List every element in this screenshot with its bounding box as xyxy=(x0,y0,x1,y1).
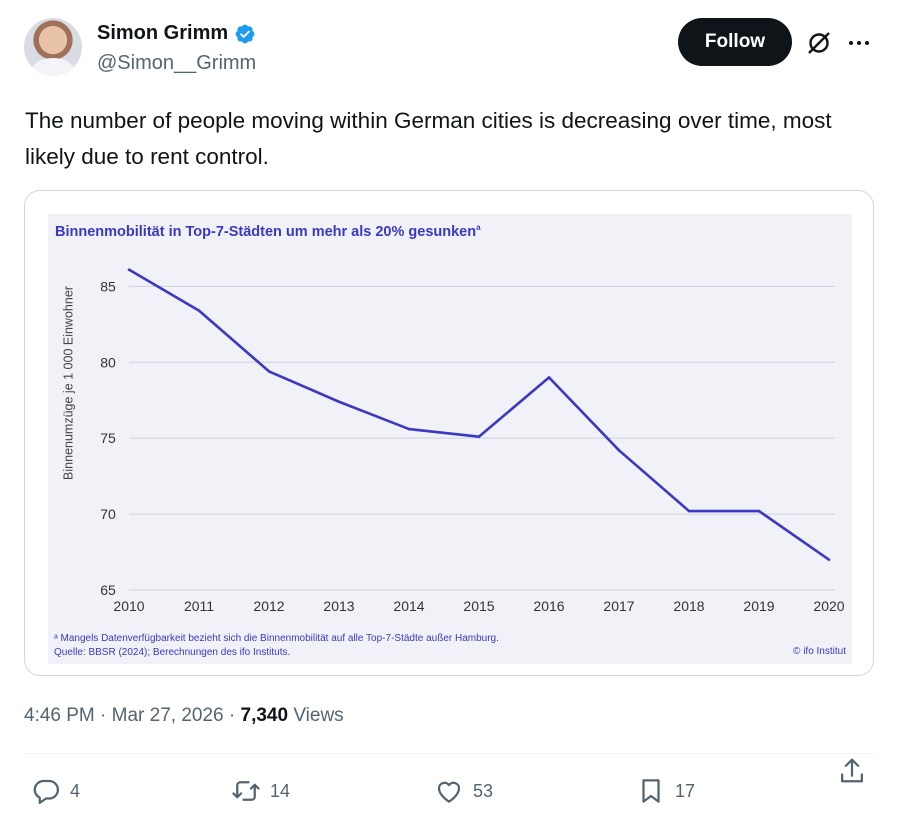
bookmark-icon xyxy=(642,779,660,803)
repost-icon xyxy=(232,781,260,801)
author-handle[interactable]: @Simon__Grimm xyxy=(97,52,257,74)
like-count: 53 xyxy=(473,780,494,801)
chart-footnote-line1: ᵃ Mangels Datenverfügbarkeit bezieht sic… xyxy=(54,633,499,644)
x-tick-label: 2017 xyxy=(603,598,634,614)
meta-separator: · xyxy=(94,705,112,726)
y-tick-label: 65 xyxy=(100,582,116,598)
tweet-date[interactable]: Mar 27, 2026 xyxy=(111,705,224,726)
data-point xyxy=(127,268,131,271)
x-tick-label: 2010 xyxy=(113,598,144,614)
tweet-media[interactable]: Binnenmobilität in Top-7-Städten um mehr… xyxy=(24,190,874,676)
more-options-icon[interactable] xyxy=(846,30,872,56)
data-point xyxy=(827,558,831,561)
series-line xyxy=(128,268,830,561)
author-row: Simon Grimm xyxy=(97,22,256,45)
chart-credit: © ifo Institut xyxy=(793,646,846,657)
y-tick-label: 75 xyxy=(100,430,116,446)
x-tick-label: 2013 xyxy=(323,598,354,614)
data-point xyxy=(687,509,691,513)
reply-icon xyxy=(33,779,59,804)
x-tick-label: 2015 xyxy=(463,598,494,614)
chart-title: Binnenmobilität in Top-7-Städten um mehr… xyxy=(55,223,481,240)
avatar[interactable] xyxy=(24,18,82,76)
chart-source: Quelle: BBSR (2024); Berechnungen des if… xyxy=(54,647,291,658)
follow-button[interactable]: Follow xyxy=(678,18,792,66)
x-tick-label: 2014 xyxy=(393,598,424,614)
views-label: Views xyxy=(288,705,344,726)
chart-footnote: ᵃ Mangels Datenverfügbarkeit bezieht sic… xyxy=(54,632,499,660)
data-point xyxy=(407,427,411,431)
repost-button[interactable]: 14 xyxy=(231,776,290,806)
x-tick-label: 2019 xyxy=(743,598,774,614)
y-tick-label: 70 xyxy=(100,506,116,522)
y-tick-label: 80 xyxy=(100,354,116,370)
repost-count: 14 xyxy=(270,780,291,801)
verified-badge-icon xyxy=(235,24,255,43)
tweet-text: The number of people moving within Germa… xyxy=(25,108,832,169)
x-tick-label: 2018 xyxy=(673,598,704,614)
meta-separator: · xyxy=(223,705,241,726)
data-point xyxy=(267,370,271,373)
data-point xyxy=(617,449,621,452)
chart-title-marker: a xyxy=(476,223,481,232)
x-tick-label: 2011 xyxy=(184,598,214,614)
share-icon[interactable] xyxy=(837,756,867,788)
bookmark-button[interactable]: 17 xyxy=(636,776,695,806)
y-tick-label: 85 xyxy=(100,278,116,294)
data-point xyxy=(547,376,551,379)
line-chart: 65 70 75 80 85 2010 2011 2012 2013 2014 2015 2016 20… xyxy=(100,268,845,614)
bookmark-count: 17 xyxy=(675,780,696,801)
data-point xyxy=(337,400,341,404)
heart-icon xyxy=(437,781,461,803)
tweet-meta: 4:46 PM · Mar 27, 2026 · 7,340 Views xyxy=(24,705,344,727)
grok-icon[interactable] xyxy=(806,30,832,56)
x-tick-label: 2016 xyxy=(533,598,564,614)
data-point xyxy=(757,509,761,513)
chart-panel: Binnenmobilität in Top-7-Städten um mehr… xyxy=(48,214,852,664)
like-button[interactable]: 53 xyxy=(434,776,493,806)
author-name[interactable]: Simon Grimm xyxy=(97,22,229,44)
tweet-time[interactable]: 4:46 PM xyxy=(24,705,95,726)
data-point xyxy=(197,309,201,312)
data-point xyxy=(477,435,481,438)
x-tick-label: 2020 xyxy=(813,598,844,614)
reply-count: 4 xyxy=(70,780,81,801)
views-count: 7,340 xyxy=(240,705,289,726)
reply-button[interactable]: 4 xyxy=(31,776,80,806)
x-tick-label: 2012 xyxy=(253,598,284,614)
divider xyxy=(24,753,874,754)
